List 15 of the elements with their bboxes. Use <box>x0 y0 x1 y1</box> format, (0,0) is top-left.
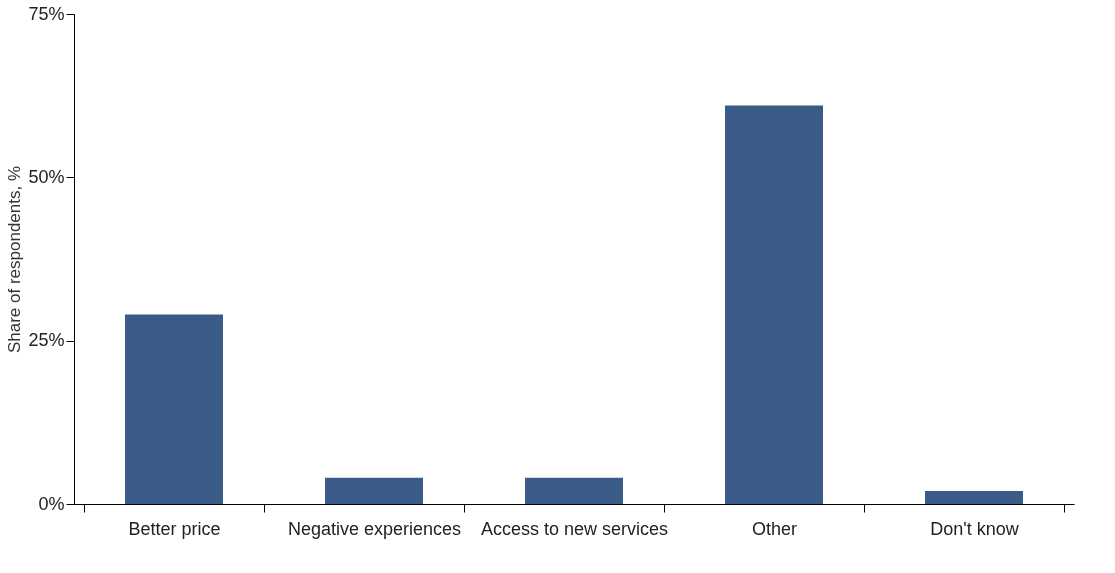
y-tick-label: 0% <box>38 493 65 514</box>
x-tick-label: Other <box>751 518 798 539</box>
bar <box>525 477 623 504</box>
x-tick-label: Access to new services <box>480 518 669 539</box>
x-tick-label: Don't know <box>930 518 1020 539</box>
bar <box>725 105 823 504</box>
y-tick-label: 50% <box>28 166 65 187</box>
bar <box>325 477 423 504</box>
y-tick-label: 25% <box>28 330 65 351</box>
bar <box>125 314 223 504</box>
x-tick-label: Better price <box>128 518 221 539</box>
bar <box>925 490 1023 504</box>
y-tick-label: 75% <box>28 3 65 24</box>
x-tick-label: Negative experiences <box>287 518 462 539</box>
y-axis-title: Share of respondents, % <box>5 165 25 354</box>
